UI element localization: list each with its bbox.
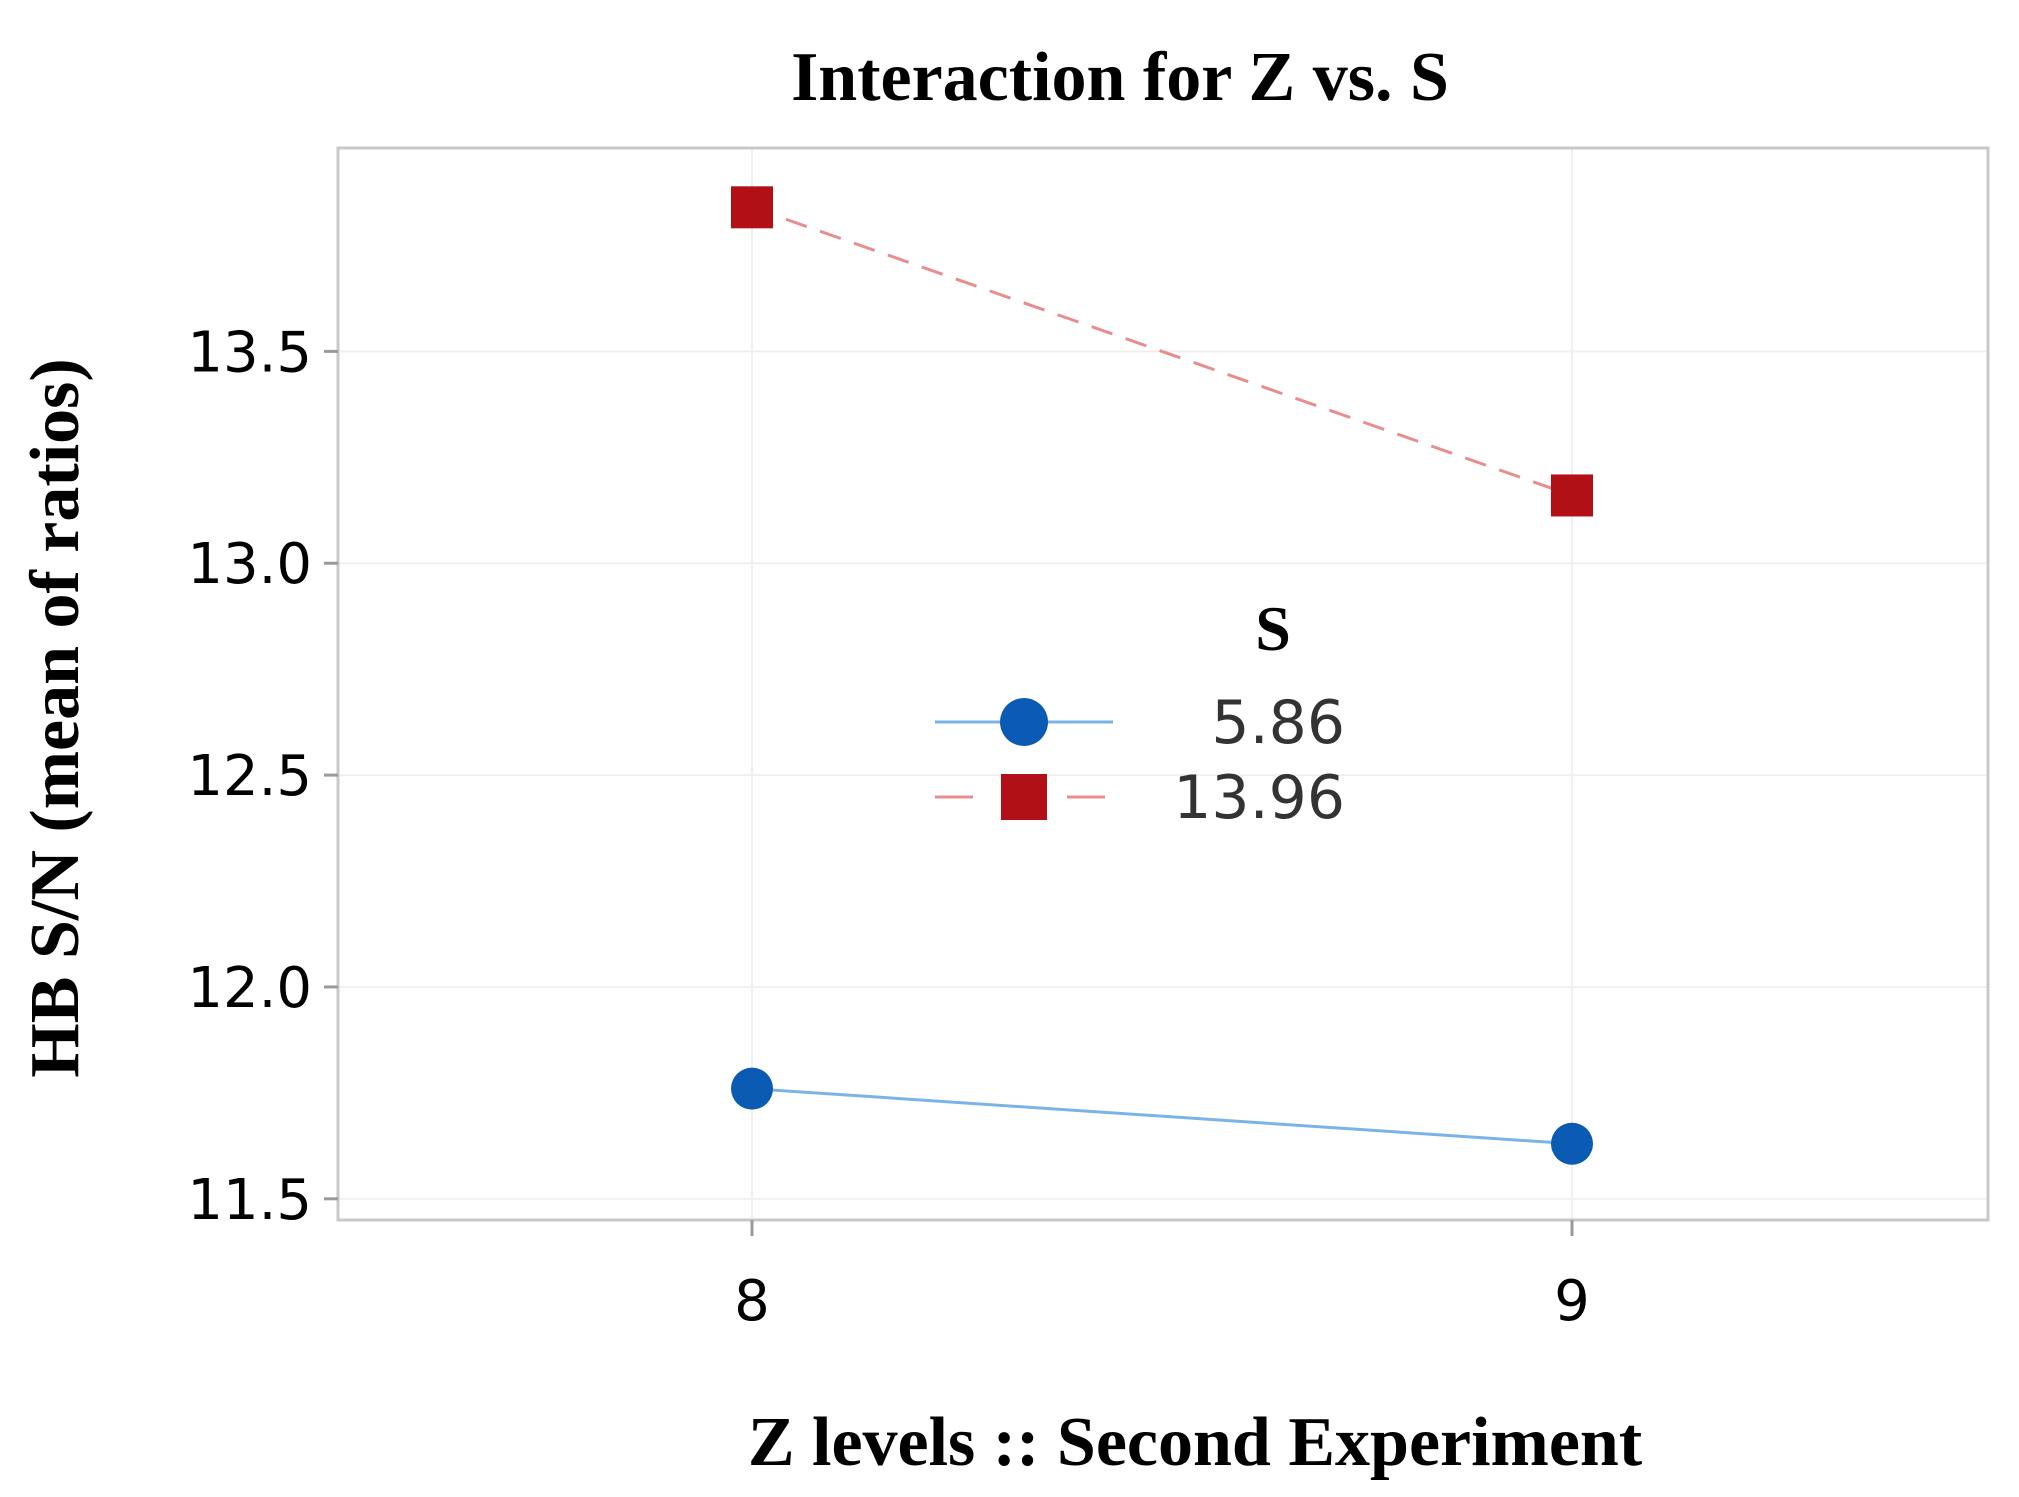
data-point-square bbox=[731, 186, 773, 229]
y-tick-label: 12.5 bbox=[187, 744, 312, 809]
legend-marker-square bbox=[1001, 774, 1047, 820]
y-tick-label: 11.5 bbox=[187, 1168, 312, 1233]
data-point-circle bbox=[1551, 1122, 1593, 1165]
legend-label: 5.86 bbox=[1211, 688, 1345, 758]
data-point-circle bbox=[731, 1067, 773, 1110]
y-tick-label: 13.5 bbox=[187, 320, 312, 385]
x-tick-label: 8 bbox=[734, 1269, 770, 1334]
y-tick-label: 13.0 bbox=[187, 532, 312, 597]
grid-lines bbox=[338, 148, 1988, 1220]
x-axis-label: Z levels :: Second Experiment bbox=[748, 1404, 1642, 1481]
legend-title: S bbox=[1255, 593, 1291, 664]
y-axis-label: HB S/N (mean of ratios) bbox=[17, 358, 94, 1077]
legend-marker-circle bbox=[1000, 698, 1048, 746]
series-line bbox=[751, 205, 1573, 497]
y-axis-ticks: 11.5 12.0 12.5 13.0 13.5 bbox=[187, 320, 338, 1233]
y-tick-label: 12.0 bbox=[187, 956, 312, 1021]
plot-area-frame bbox=[336, 146, 1990, 1222]
series-layer bbox=[731, 186, 1593, 1165]
legend-label: 13.96 bbox=[1173, 763, 1345, 833]
data-point-square bbox=[1551, 474, 1593, 517]
chart-title: Interaction for Z vs. S bbox=[791, 39, 1449, 116]
series-line bbox=[751, 1087, 1573, 1146]
x-tick-label: 9 bbox=[1554, 1269, 1590, 1334]
